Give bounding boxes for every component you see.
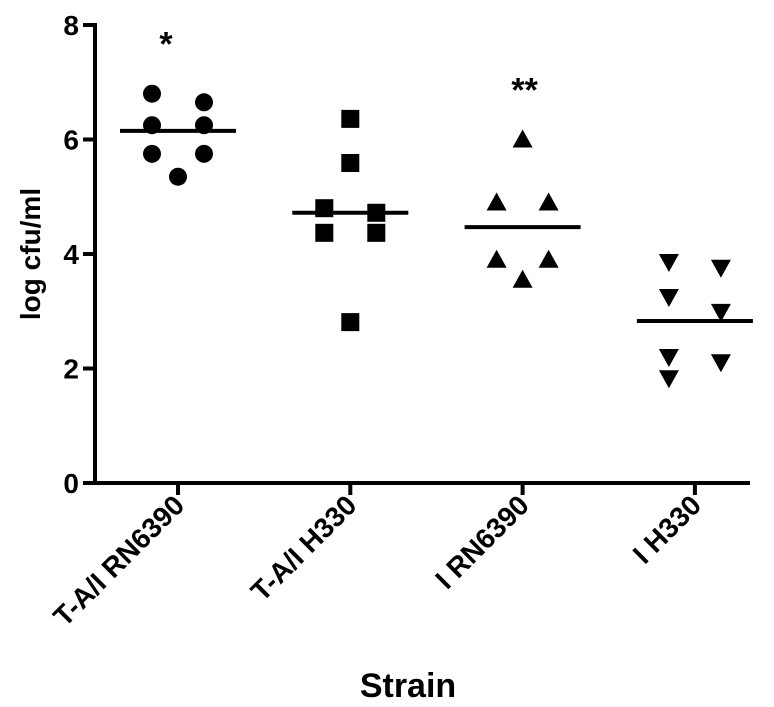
dot xyxy=(486,249,507,268)
y-tick-label: 0 xyxy=(63,468,79,499)
dot xyxy=(143,84,161,103)
dot xyxy=(658,370,679,389)
dot xyxy=(341,153,360,172)
x-tick-label: T-A/I RN6390 xyxy=(47,489,190,632)
dot xyxy=(512,269,533,288)
dot xyxy=(195,93,213,112)
dot xyxy=(486,192,507,211)
dot xyxy=(341,109,360,128)
dot xyxy=(367,223,386,242)
dot xyxy=(538,249,559,268)
x-tick-label: T-A/I H330 xyxy=(245,489,363,607)
y-tick-label: 8 xyxy=(63,10,79,41)
dot xyxy=(315,223,334,242)
dot xyxy=(658,288,679,307)
dot xyxy=(710,303,731,322)
dot xyxy=(143,144,161,163)
annotation: ** xyxy=(511,72,538,110)
dot xyxy=(341,313,360,332)
dot xyxy=(512,129,533,148)
y-tick-label: 2 xyxy=(63,354,79,385)
dot xyxy=(710,354,731,373)
y-tick-label: 4 xyxy=(63,239,79,270)
annotation: * xyxy=(159,26,173,64)
x-tick-label: I RN6390 xyxy=(429,489,535,595)
dot xyxy=(538,192,559,211)
dot xyxy=(710,259,731,278)
dot xyxy=(169,167,187,186)
y-axis-label: log cfu/ml xyxy=(15,188,46,320)
x-axis-label: Strain xyxy=(360,667,456,705)
dot xyxy=(658,349,679,368)
y-tick-label: 6 xyxy=(63,125,79,156)
dot xyxy=(195,144,213,163)
x-tick-label: I H330 xyxy=(627,489,707,569)
dot xyxy=(658,254,679,273)
